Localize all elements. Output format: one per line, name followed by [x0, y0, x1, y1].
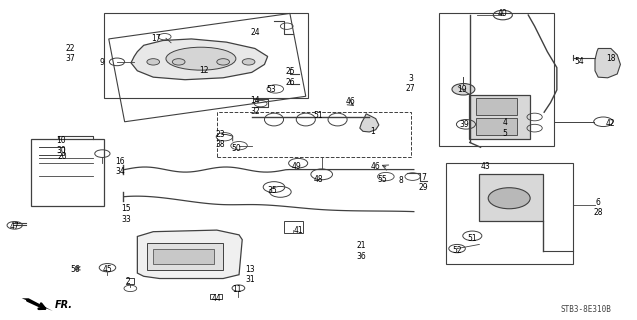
- Text: 4
5: 4 5: [503, 118, 507, 138]
- Circle shape: [217, 59, 229, 65]
- Text: 16
34: 16 34: [115, 157, 125, 176]
- Text: 9: 9: [100, 58, 105, 67]
- Text: 25
26: 25 26: [285, 68, 295, 87]
- Text: 43: 43: [480, 162, 490, 171]
- Bar: [217, 112, 411, 157]
- Text: 20: 20: [57, 152, 67, 161]
- Text: 17: 17: [152, 35, 161, 44]
- Text: 46: 46: [345, 97, 355, 106]
- Text: 1: 1: [370, 127, 375, 136]
- Bar: [283, 220, 303, 233]
- Text: 7
29: 7 29: [419, 172, 428, 192]
- Text: 42: 42: [606, 119, 616, 128]
- Ellipse shape: [166, 47, 236, 70]
- Polygon shape: [131, 39, 268, 80]
- Bar: [154, 249, 213, 264]
- Text: 18: 18: [606, 53, 615, 62]
- Text: 24: 24: [250, 28, 260, 37]
- Text: 14
32: 14 32: [250, 96, 260, 116]
- Circle shape: [147, 59, 160, 65]
- Text: 13
31: 13 31: [246, 265, 255, 284]
- Text: 15
33: 15 33: [121, 204, 131, 224]
- Text: 6
28: 6 28: [594, 198, 603, 218]
- Text: 56: 56: [71, 265, 80, 275]
- Text: 8: 8: [399, 176, 403, 185]
- Bar: [476, 98, 517, 116]
- Text: STB3-8E310B: STB3-8E310B: [560, 305, 611, 314]
- Text: 21
36: 21 36: [357, 241, 367, 260]
- Bar: [31, 139, 104, 206]
- Text: 19: 19: [457, 85, 467, 94]
- Text: 44: 44: [212, 294, 222, 303]
- Bar: [440, 13, 554, 146]
- Bar: [446, 163, 573, 264]
- Bar: [479, 174, 543, 220]
- Text: 53: 53: [266, 85, 276, 94]
- Text: 23
38: 23 38: [215, 130, 225, 149]
- Bar: [104, 13, 308, 98]
- Bar: [476, 118, 517, 135]
- Circle shape: [242, 59, 255, 65]
- Bar: [147, 243, 223, 270]
- Text: 12: 12: [199, 66, 209, 75]
- Text: 51: 51: [468, 234, 477, 243]
- Circle shape: [173, 59, 185, 65]
- Text: 51: 51: [313, 111, 324, 120]
- Circle shape: [488, 188, 530, 209]
- Text: 10
30: 10 30: [56, 136, 66, 156]
- Text: 45: 45: [103, 265, 112, 275]
- Text: 3
27: 3 27: [406, 74, 415, 93]
- Text: 49: 49: [291, 162, 301, 171]
- Text: 52: 52: [452, 246, 462, 255]
- Text: 35: 35: [268, 186, 277, 195]
- Text: 46: 46: [371, 162, 380, 171]
- Text: 2: 2: [125, 276, 130, 285]
- Text: 41: 41: [294, 226, 303, 235]
- Polygon shape: [138, 230, 242, 278]
- Text: 47: 47: [10, 222, 20, 231]
- Polygon shape: [595, 49, 620, 78]
- Polygon shape: [360, 114, 379, 132]
- Polygon shape: [22, 298, 53, 311]
- Text: 11: 11: [233, 284, 242, 293]
- Text: 54: 54: [574, 57, 584, 66]
- Text: 22
37: 22 37: [66, 44, 76, 63]
- Text: 55: 55: [377, 175, 387, 184]
- Circle shape: [452, 84, 475, 95]
- Text: 39: 39: [460, 120, 469, 130]
- Text: FR.: FR.: [55, 300, 73, 310]
- Text: 50: 50: [231, 144, 241, 153]
- Bar: [469, 95, 529, 139]
- Text: 40: 40: [498, 9, 508, 18]
- Text: 48: 48: [313, 175, 324, 184]
